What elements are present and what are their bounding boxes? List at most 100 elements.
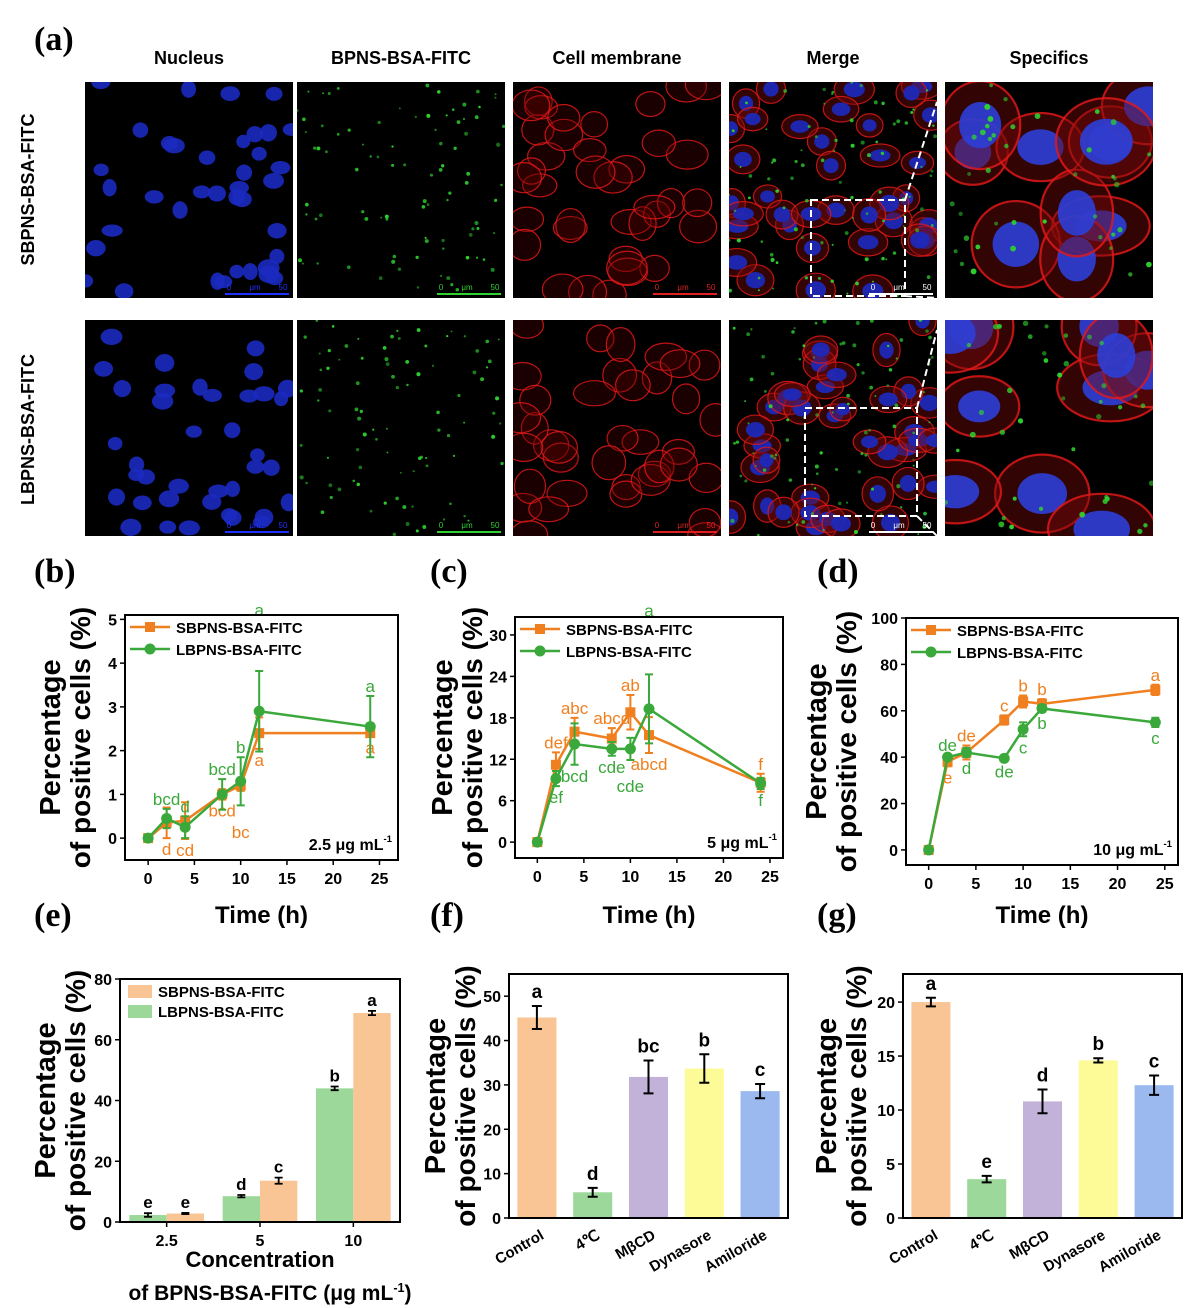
legend-label: SBPNS-BSA-FITC (158, 984, 285, 1001)
x-tick-label: 10 (621, 869, 639, 886)
column-header-fitc: BPNS-BSA-FITC (331, 48, 471, 68)
data-point (1017, 723, 1029, 735)
y-axis-label: Percentage (420, 1018, 452, 1174)
scale-bar-label: μm (893, 283, 905, 292)
data-point (1018, 696, 1029, 707)
significance-letter: abcd (631, 755, 668, 774)
significance-letter: bcd (561, 767, 588, 786)
legend-marker (925, 646, 937, 658)
legend-swatch (128, 985, 152, 998)
x-tick-label: 4℃ (572, 1227, 602, 1254)
significance-letter: c (274, 1158, 283, 1177)
scale-bar-label: 0 (655, 521, 660, 530)
x-tick-label: 2.5 (156, 1233, 178, 1250)
y-tick-label: 24 (489, 669, 507, 686)
error-bar (181, 1211, 190, 1215)
data-point (606, 733, 617, 744)
x-tick-label: Dynasore (1041, 1227, 1109, 1276)
bar (1078, 1060, 1118, 1218)
x-tick-label: 10 (1014, 876, 1032, 893)
significance-letter: de (957, 727, 976, 746)
micrograph-specifics-row1 (945, 82, 1153, 298)
y-tick-label: 0 (498, 835, 507, 852)
micrograph-nucleus-row2: 0 μm 50 (85, 320, 293, 536)
y-axis-label: of positive cells (%) (831, 611, 862, 872)
significance-letter: a (254, 751, 264, 770)
x-tick-label: Dynasore (647, 1227, 715, 1276)
x-tick-label: Amiloride (702, 1227, 770, 1276)
scale-bar-label: μm (677, 283, 689, 292)
legend-marker (535, 624, 545, 634)
error-bar (1093, 1057, 1104, 1064)
plot-frame (514, 616, 784, 859)
significance-letter: e (181, 1193, 190, 1212)
y-tick-label: 0 (108, 831, 117, 848)
y-tick-label: 20 (880, 797, 898, 814)
significance-letter: c (755, 1060, 766, 1081)
error-bar (755, 1083, 766, 1100)
y-tick-label: 20 (877, 995, 895, 1012)
y-tick-label: 30 (483, 1078, 501, 1095)
bar (911, 1002, 951, 1218)
x-tick-label: Control (886, 1227, 941, 1268)
legend-label: SBPNS-BSA-FITC (957, 623, 1084, 640)
panel-label-d: (d) (817, 553, 859, 590)
x-tick-label: 5 (256, 1233, 265, 1250)
bar (517, 1017, 557, 1218)
y-tick-label: 100 (871, 611, 898, 628)
significance-letter: f (758, 755, 763, 774)
x-tick-label: 5 (190, 871, 199, 888)
micrograph-fitc-row2: 0 μm 50 (297, 320, 505, 536)
significance-letter: de (995, 763, 1014, 782)
y-tick-label: 60 (94, 1033, 112, 1050)
data-point (142, 832, 154, 844)
data-point (606, 743, 618, 755)
panel-label-b: (b) (34, 553, 76, 590)
significance-letter: d (1037, 1066, 1049, 1087)
scale-bar-label: μm (249, 521, 261, 530)
y-tick-label: 0 (889, 843, 898, 860)
significance-letter: abcd (593, 709, 630, 728)
significance-letter: cde (617, 777, 644, 796)
significance-letter: a (1151, 666, 1161, 685)
scale-bar-label: 50 (923, 283, 932, 292)
plot-frame (508, 973, 789, 1219)
data-point (550, 773, 562, 785)
y-tick-label: 60 (880, 704, 898, 721)
significance-letter: ef (549, 788, 563, 807)
significance-letter: d (962, 759, 971, 778)
y-axis-label: of positive cells (%) (457, 607, 488, 868)
x-tick-label: 0 (533, 869, 542, 886)
data-point (755, 777, 767, 789)
y-tick-label: 6 (498, 794, 507, 811)
significance-letter: bcd (208, 760, 235, 779)
x-tick-label: 0 (144, 871, 153, 888)
x-tick-label: 25 (761, 869, 779, 886)
data-point (625, 707, 636, 718)
x-tick-label: 25 (371, 871, 389, 888)
scale-bar-label: 50 (923, 521, 932, 530)
micrograph-fitc-row1: 0 μm 50 (297, 82, 505, 298)
significance-letter: c (1149, 1051, 1160, 1072)
plot-frame (902, 973, 1183, 1219)
scale-bar-label: 50 (707, 283, 716, 292)
data-point (1149, 716, 1161, 728)
y-tick-label: 0 (886, 1211, 895, 1228)
legend-label: SBPNS-BSA-FITC (566, 622, 693, 639)
panel-label-c: (c) (430, 553, 468, 590)
significance-letter: e (981, 1152, 992, 1173)
error-bar (531, 1004, 542, 1031)
y-axis-label: of positive cells (%) (65, 607, 96, 868)
significance-letter: abc (561, 699, 589, 718)
y-tick-label: 40 (94, 1094, 112, 1111)
y-axis-label: of positive cells (%) (60, 970, 91, 1231)
significance-letter: cd (176, 841, 194, 860)
significance-letter: bc (637, 1037, 660, 1058)
x-tick-label: Amiloride (1096, 1227, 1164, 1276)
y-tick-label: 2 (108, 744, 117, 761)
data-point (569, 738, 581, 750)
y-tick-label: 1 (108, 787, 117, 804)
